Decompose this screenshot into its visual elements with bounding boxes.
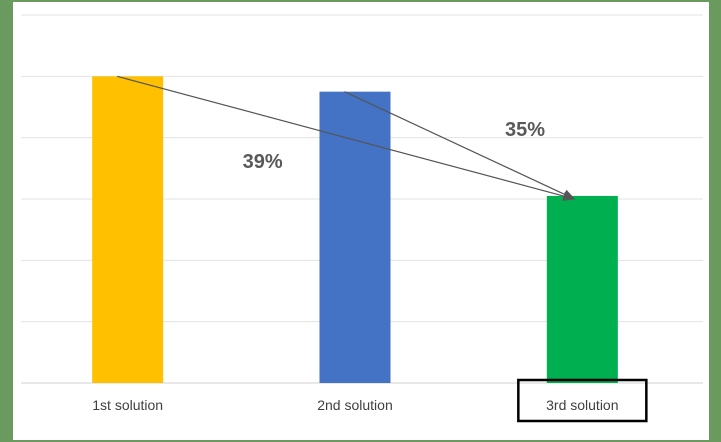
annotation-arrow	[117, 75, 576, 201]
annotation-arrow	[344, 91, 576, 200]
bar-2nd-solution	[319, 91, 391, 384]
bar-3rd-solution	[546, 195, 618, 383]
annotation-label: 39%	[243, 151, 283, 173]
chart-area: 1st solution 2nd solution 3rd solution 39% 3…	[13, 2, 709, 440]
annotation-label: 35%	[505, 119, 545, 141]
x-tick-label: 3rd solution	[546, 397, 618, 413]
x-tick-label: 1st solution	[92, 397, 163, 413]
x-tick-label: 2nd solution	[317, 397, 393, 413]
bar-1st-solution	[92, 76, 164, 383]
highlight-box	[517, 378, 648, 423]
bar-chart: 1st solution 2nd solution 3rd solution 39% 3…	[21, 14, 703, 423]
